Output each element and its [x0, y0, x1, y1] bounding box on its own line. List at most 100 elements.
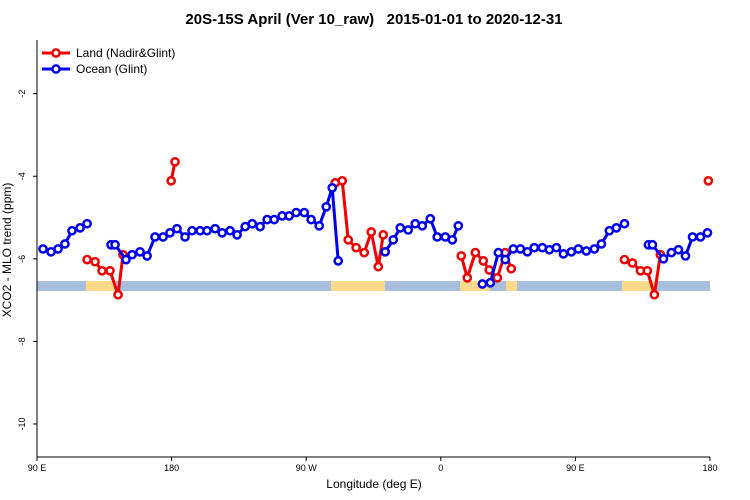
data-point — [649, 289, 660, 300]
data-point — [417, 220, 428, 231]
data-point — [113, 289, 123, 300]
y-tick-label: -6 — [17, 255, 27, 263]
data-point — [558, 249, 569, 259]
data-point — [232, 230, 242, 240]
data-point — [60, 239, 70, 249]
data-point — [403, 225, 414, 235]
data-point — [158, 232, 168, 242]
data-point — [680, 251, 691, 261]
x-tick-label: 90 E — [28, 463, 47, 473]
data-point — [611, 223, 622, 233]
data-point — [166, 175, 177, 186]
data-point — [619, 254, 630, 265]
x-tick-label: 180 — [702, 463, 717, 473]
legend-label: Ocean (Glint) — [76, 62, 147, 76]
data-point — [462, 272, 473, 283]
data-point — [506, 263, 517, 274]
data-point — [447, 234, 458, 245]
data-point — [82, 218, 92, 229]
data-point — [299, 207, 310, 218]
series-line — [111, 187, 340, 262]
data-point — [492, 272, 503, 283]
data-point — [478, 256, 489, 266]
legend-marker — [51, 64, 61, 74]
data-point — [333, 256, 344, 266]
series-line — [334, 178, 385, 267]
y-tick-label: -8 — [17, 337, 27, 345]
x-tick-label: 180 — [164, 463, 179, 473]
y-tick-label: -10 — [17, 417, 27, 430]
chart-title: 20S-15S April (Ver 10_raw) 2015-01-01 to… — [185, 11, 562, 28]
data-point — [425, 213, 436, 224]
data-point — [53, 244, 63, 254]
data-point — [75, 223, 85, 233]
legend-marker — [51, 48, 61, 58]
data-point — [642, 265, 653, 276]
data-point — [306, 214, 316, 225]
data-point — [380, 246, 391, 257]
data-point — [210, 223, 220, 234]
data-point — [596, 239, 607, 249]
data-point — [378, 230, 389, 240]
data-point — [82, 254, 92, 265]
data-point — [110, 239, 120, 250]
data-point — [453, 220, 464, 231]
data-point — [500, 254, 511, 265]
data-point — [581, 246, 592, 256]
data-point — [388, 234, 399, 245]
data-point — [658, 253, 669, 264]
data-point — [247, 218, 258, 229]
data-point — [456, 251, 467, 261]
data-point — [477, 279, 488, 289]
data-point — [97, 265, 107, 276]
x-tick-label: 0 — [438, 463, 443, 473]
data-point — [493, 247, 504, 258]
data-point — [359, 247, 370, 258]
data-point — [38, 244, 48, 254]
data-point — [647, 239, 658, 250]
data-point — [170, 156, 180, 167]
data-point — [314, 220, 325, 231]
data-point — [687, 232, 698, 242]
data-point — [522, 246, 533, 257]
data-point — [627, 258, 638, 268]
data-point — [142, 251, 152, 261]
y-tick-label: -2 — [17, 90, 27, 98]
data-point — [529, 242, 540, 253]
data-point — [127, 249, 137, 260]
data-point — [172, 223, 182, 234]
x-tick-label: 90 W — [296, 463, 318, 473]
data-point — [551, 242, 562, 253]
data-point — [373, 261, 384, 272]
data-point — [485, 277, 496, 288]
data-point — [291, 207, 302, 218]
y-tick-label: -4 — [17, 172, 27, 180]
x-tick-label: 90 E — [566, 463, 585, 473]
data-point — [180, 232, 190, 242]
data-point — [217, 227, 227, 238]
data-point — [135, 246, 145, 257]
data-point — [337, 175, 348, 186]
data-point — [351, 242, 362, 253]
data-point — [619, 218, 630, 229]
data-point — [470, 247, 481, 258]
data-point — [202, 225, 212, 236]
data-point — [702, 227, 713, 238]
data-point — [343, 234, 354, 245]
data-point — [90, 256, 100, 267]
data-point — [432, 232, 443, 242]
data-point — [165, 227, 175, 238]
data-point — [150, 232, 160, 242]
data-point — [573, 244, 584, 254]
data-point — [695, 232, 706, 242]
y-axis-label: XCO2 - MLO trend (ppm) — [0, 183, 14, 318]
data-point — [67, 225, 77, 236]
data-point — [703, 175, 714, 186]
surface-band — [37, 281, 710, 291]
data-point — [121, 254, 131, 265]
data-point — [187, 225, 197, 236]
data-point — [395, 223, 406, 233]
data-point — [321, 201, 332, 212]
data-point — [225, 225, 235, 236]
